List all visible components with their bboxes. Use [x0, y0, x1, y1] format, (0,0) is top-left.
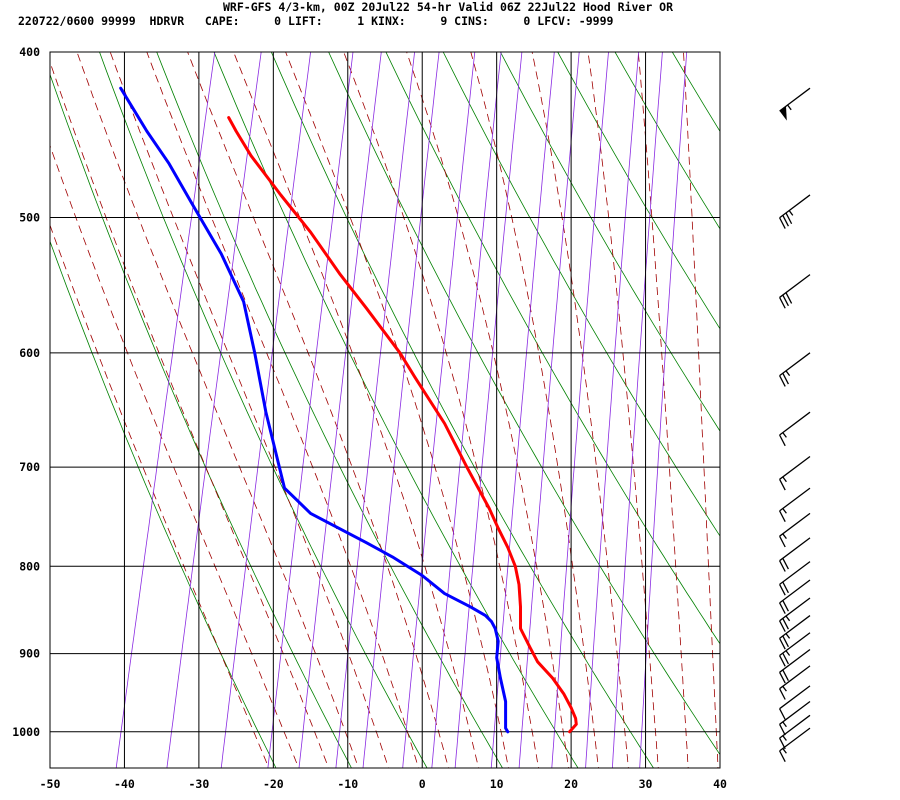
moist-adiabat-line [50, 144, 300, 768]
moist-adiabat-line [587, 52, 659, 768]
wind-barb [779, 487, 811, 522]
moist-adiabat-line [470, 52, 599, 768]
mixing-ratio-line [551, 52, 609, 768]
dry-adiabat-line [442, 52, 720, 537]
chart-header: WRF-GFS 4/3-km, 00Z 20Jul22 54-hr Valid … [0, 0, 900, 34]
wind-barb [779, 411, 811, 447]
moist-adiabat-line [76, 52, 359, 768]
moist-adiabat-line [50, 61, 330, 768]
y-tick-label: 400 [19, 45, 40, 59]
dry-adiabat-line [50, 240, 277, 768]
dry-adiabat-line [328, 52, 720, 756]
mixing-ratio-line [402, 52, 476, 768]
x-tick-label: -40 [114, 777, 135, 791]
wind-barb [779, 352, 811, 387]
dry-adiabat-line [889, 33, 900, 775]
dry-adiabat-line [50, 73, 352, 768]
wind-barb [779, 194, 811, 229]
mixing-ratio-line [115, 52, 216, 768]
y-tick-label: 500 [19, 211, 40, 225]
x-tick-label: -30 [188, 777, 209, 791]
dry-adiabat-line [213, 52, 579, 768]
mixing-ratio-line [490, 52, 555, 768]
wind-barb [779, 579, 811, 614]
y-tick-label: 1000 [12, 725, 40, 739]
mixing-ratio-line [639, 52, 688, 768]
x-tick-label: -20 [263, 777, 284, 791]
wind-barb [779, 537, 811, 572]
wind-barb [779, 632, 811, 667]
moist-adiabat-line [531, 52, 629, 768]
wind-barb [779, 665, 811, 700]
temperature-profile-line [227, 116, 578, 734]
mixing-ratio-line [298, 52, 382, 768]
x-tick-label: -10 [337, 777, 358, 791]
dry-adiabat-line [671, 52, 720, 133]
wind-barb [779, 455, 811, 491]
moist-adiabat-line [683, 52, 719, 768]
chart-title-line: WRF-GFS 4/3-km, 00Z 20Jul22 54-hr Valid … [223, 0, 674, 14]
moist-adiabat-line [724, 33, 748, 775]
x-tick-label: 20 [564, 777, 578, 791]
x-tick-label: 30 [639, 777, 653, 791]
wind-barb [779, 700, 811, 736]
x-tick-label: -50 [40, 777, 61, 791]
wind-barb [779, 87, 811, 121]
y-tick-label: 600 [19, 346, 40, 360]
moist-adiabat-line [187, 52, 449, 768]
wind-barb [779, 512, 811, 548]
wind-barb [779, 685, 811, 720]
plot-frame [49, 51, 721, 769]
wind-barb [779, 597, 811, 632]
moist-adiabat-line [233, 52, 479, 768]
moist-adiabat-line [285, 52, 509, 768]
mixing-ratio-line [431, 52, 502, 768]
y-tick-label: 700 [19, 460, 40, 474]
mixing-ratio-line [362, 52, 440, 768]
mixing-ratio-line [585, 52, 640, 768]
dry-adiabat-line [832, 33, 900, 775]
wind-barb [779, 615, 811, 650]
y-tick-label: 800 [19, 559, 40, 573]
moist-adiabat-line [637, 52, 689, 768]
dry-adiabat-line [718, 33, 900, 775]
x-tick-label: 10 [490, 777, 504, 791]
mixing-ratio-line [611, 52, 663, 768]
moist-adiabat-line [406, 52, 569, 768]
mixing-ratio-line [166, 52, 262, 768]
wind-barb [779, 648, 811, 684]
dry-adiabat-line [156, 52, 503, 768]
dry-adiabat-line [775, 33, 900, 775]
moist-adiabat-line [50, 224, 270, 768]
wind-barb [779, 561, 811, 596]
y-tick-label: 900 [19, 647, 40, 661]
dry-adiabat-line [614, 52, 720, 230]
dry-adiabat-line [557, 52, 720, 330]
dry-adiabat-line [499, 52, 720, 432]
dry-adiabat-line [385, 52, 720, 645]
dry-adiabat-line [99, 52, 428, 768]
mixing-ratio-line [335, 52, 416, 768]
mixing-ratio-line [267, 52, 354, 768]
mixing-ratio-line [220, 52, 312, 768]
mixing-ratio-line [518, 52, 580, 768]
wind-barb [779, 274, 811, 309]
moist-adiabat-line [109, 52, 389, 768]
x-tick-label: 40 [713, 777, 727, 791]
wind-barb [779, 727, 811, 762]
x-tick-label: 0 [419, 777, 426, 791]
chart-info-line: 220722/0600 99999 HDRVR CAPE: 0 LIFT: 1 … [18, 14, 614, 28]
dewpoint-profile-line [119, 86, 510, 734]
